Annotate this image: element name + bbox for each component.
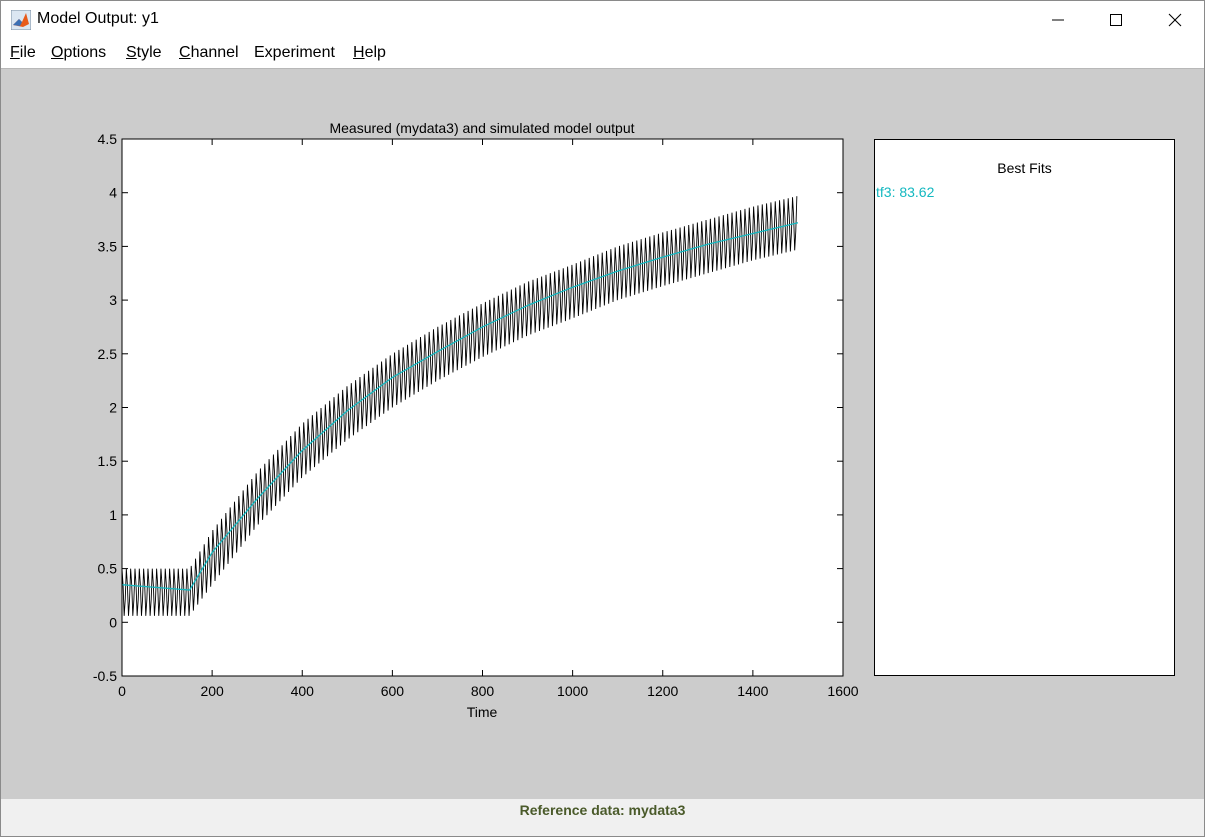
close-button[interactable] xyxy=(1146,1,1204,39)
status-bar: Reference data: mydata3 xyxy=(1,799,1204,836)
y-tick-label: 1 xyxy=(109,507,117,523)
y-tick-label: 4.5 xyxy=(98,131,118,147)
x-tick-label: 1600 xyxy=(827,683,858,699)
minimize-icon xyxy=(1052,19,1064,21)
y-tick-label: 3 xyxy=(109,292,117,308)
best-fits-panel: Best Fits tf3: 83.62 xyxy=(874,139,1175,676)
y-tick-label: 4 xyxy=(109,185,117,201)
series-layer xyxy=(121,196,799,616)
simulated-tf3-line xyxy=(121,222,799,591)
y-tick-label: 0 xyxy=(109,614,117,630)
title-bar: Model Output: y1 xyxy=(1,1,1204,39)
measured-data-line xyxy=(121,196,798,616)
x-tick-label: 600 xyxy=(381,683,405,699)
x-tick-label: 0 xyxy=(118,683,126,699)
y-tick-label: -0.5 xyxy=(93,668,117,684)
matlab-icon xyxy=(11,10,31,30)
best-fits-title: Best Fits xyxy=(997,160,1052,176)
x-tick-label: 200 xyxy=(200,683,224,699)
close-icon xyxy=(1168,13,1182,27)
x-tick-label: 1000 xyxy=(557,683,588,699)
y-tick-label: 1.5 xyxy=(98,453,118,469)
minimize-button[interactable] xyxy=(1029,1,1087,39)
x-tick-label: 800 xyxy=(471,683,495,699)
menu-channel[interactable]: Channel xyxy=(179,44,239,61)
menu-experiment[interactable]: Experiment xyxy=(254,44,335,61)
maximize-button[interactable] xyxy=(1087,1,1145,39)
model-output-plot[interactable]: 0 200 400 600 800 1000 1200 1400 1600-0.500.511.… xyxy=(1,69,871,729)
plot-axes-background xyxy=(122,139,843,676)
best-fit-entry-tf3[interactable]: tf3: 83.62 xyxy=(876,184,935,200)
figure-area: 0 200 400 600 800 1000 1200 1400 1600 -0.5 0 0.5 1 1.… xyxy=(1,69,1204,799)
y-tick-label: 3.5 xyxy=(98,238,118,254)
x-tick-label: 400 xyxy=(291,683,315,699)
y-tick-label: 0.5 xyxy=(98,561,118,577)
menu-help[interactable]: Help xyxy=(353,44,386,61)
tick-labels: 0 200 400 600 800 1000 1200 1400 1600-0.500.511.… xyxy=(93,131,859,699)
menu-file[interactable]: File xyxy=(10,44,36,61)
y-tick-label: 2.5 xyxy=(98,346,118,362)
plot-axes-frame xyxy=(121,138,844,677)
window-title: Model Output: y1 xyxy=(37,10,159,27)
menu-style[interactable]: Style xyxy=(126,44,162,61)
reference-data-label: Reference data: mydata3 xyxy=(519,802,686,818)
x-axis-label: Time xyxy=(467,704,498,720)
menu-options[interactable]: Options xyxy=(51,44,107,61)
maximize-icon xyxy=(1110,14,1122,26)
x-tick-label: 1200 xyxy=(647,683,678,699)
menu-bar: File Options Style Channel Experiment He… xyxy=(1,39,1204,69)
y-tick-label: 2 xyxy=(109,400,117,416)
x-tick-label: 1400 xyxy=(737,683,768,699)
plot-title: Measured (mydata3) and simulated model o… xyxy=(329,120,634,136)
